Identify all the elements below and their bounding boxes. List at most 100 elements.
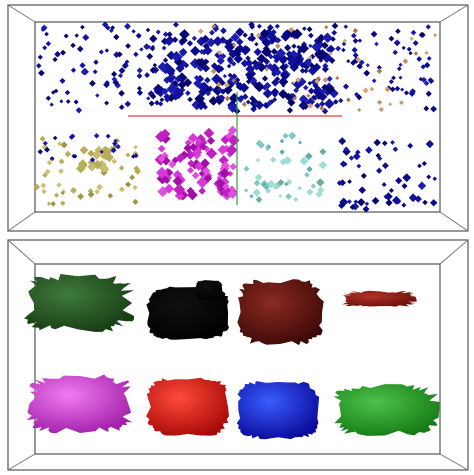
point	[362, 87, 369, 94]
point	[60, 200, 66, 206]
surface-blobs	[24, 274, 440, 440]
point	[227, 134, 240, 147]
point	[64, 89, 71, 96]
point	[235, 82, 245, 91]
point	[82, 34, 90, 41]
point	[254, 173, 263, 181]
point	[356, 163, 362, 169]
point	[292, 96, 298, 101]
point	[111, 71, 118, 78]
point	[263, 81, 272, 90]
point	[224, 95, 231, 102]
point	[369, 86, 375, 92]
point	[250, 76, 258, 85]
point	[73, 99, 79, 105]
point	[76, 45, 84, 53]
point	[49, 156, 55, 162]
point	[355, 149, 361, 156]
point	[166, 50, 176, 61]
point	[159, 128, 171, 140]
point	[420, 64, 426, 70]
point	[381, 140, 388, 147]
point	[321, 52, 333, 64]
point	[157, 186, 169, 198]
point	[217, 86, 223, 93]
point	[41, 143, 49, 151]
point	[389, 86, 396, 93]
point	[220, 27, 227, 35]
point	[317, 48, 328, 60]
point	[321, 41, 329, 50]
point	[96, 183, 104, 191]
point	[92, 69, 98, 75]
point	[220, 161, 230, 171]
point	[205, 90, 212, 97]
point	[306, 97, 316, 107]
point	[358, 59, 365, 66]
point	[335, 45, 342, 52]
point	[233, 54, 244, 64]
point	[146, 53, 154, 60]
point	[93, 59, 99, 65]
point	[328, 51, 333, 56]
point	[425, 24, 431, 30]
point	[188, 132, 199, 143]
point	[210, 62, 218, 70]
point	[113, 33, 120, 41]
point	[362, 205, 370, 213]
point	[398, 75, 403, 80]
point	[163, 177, 171, 184]
point	[210, 68, 217, 75]
point	[352, 38, 359, 44]
point	[272, 97, 278, 103]
point	[299, 95, 306, 102]
point	[418, 77, 423, 82]
point	[60, 49, 66, 56]
point	[424, 50, 429, 56]
point	[118, 165, 125, 171]
point	[300, 102, 306, 108]
point	[306, 165, 313, 173]
point	[216, 82, 222, 88]
point	[161, 156, 171, 166]
point	[352, 27, 359, 34]
point	[286, 179, 293, 186]
point	[338, 98, 344, 104]
point	[56, 182, 62, 188]
point	[135, 32, 142, 39]
point	[219, 177, 230, 187]
point	[306, 188, 314, 196]
point	[424, 62, 431, 69]
point	[322, 77, 329, 83]
point	[430, 105, 437, 113]
point	[399, 100, 404, 105]
point	[274, 68, 282, 76]
point	[290, 81, 295, 86]
point	[245, 78, 252, 85]
blob	[26, 374, 133, 434]
point	[265, 145, 271, 152]
point	[388, 102, 393, 107]
point	[360, 172, 367, 179]
blob	[236, 381, 320, 440]
point	[383, 194, 389, 200]
point	[259, 28, 270, 38]
point	[222, 74, 227, 79]
point	[117, 73, 124, 79]
point	[209, 29, 215, 36]
point	[358, 186, 366, 194]
point	[391, 195, 401, 205]
point	[59, 77, 66, 84]
point	[319, 100, 326, 108]
point	[111, 158, 118, 165]
point	[136, 73, 143, 79]
point	[179, 59, 188, 68]
point	[254, 100, 265, 110]
point	[208, 96, 219, 106]
point	[105, 25, 111, 31]
point	[346, 59, 351, 64]
point	[247, 35, 253, 42]
point	[59, 99, 64, 104]
point	[202, 88, 208, 95]
